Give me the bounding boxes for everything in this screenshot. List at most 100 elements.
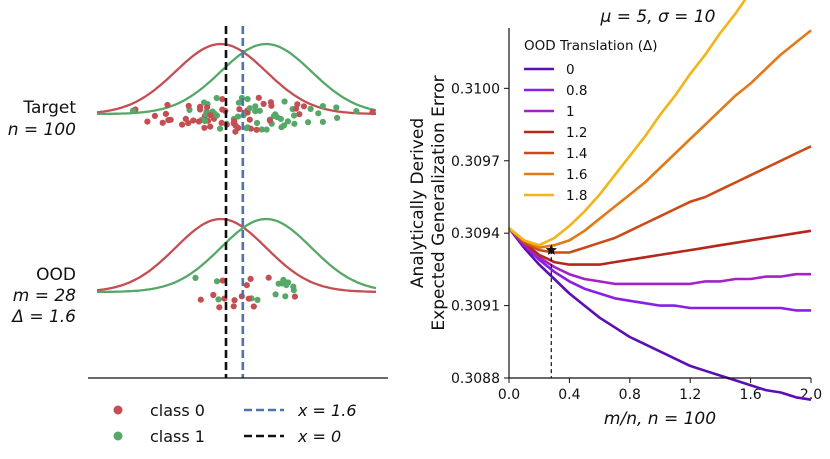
vertical-lines bbox=[224, 26, 245, 378]
data-point bbox=[333, 104, 340, 111]
data-point bbox=[296, 111, 303, 118]
data-point bbox=[247, 275, 254, 282]
data-point bbox=[305, 119, 312, 126]
data-point bbox=[246, 105, 253, 112]
data-point bbox=[210, 291, 217, 299]
data-point bbox=[216, 304, 223, 311]
ood-label-line1: OOD bbox=[36, 265, 76, 285]
left-panel: Target n = 100 OOD m = 28 Δ = 1.6 class … bbox=[8, 26, 388, 446]
data-point bbox=[246, 116, 253, 123]
data-point bbox=[334, 114, 341, 121]
data-point bbox=[319, 118, 326, 125]
y-tick-label: 0.3100 bbox=[451, 81, 500, 97]
data-point bbox=[253, 119, 261, 127]
data-point bbox=[243, 125, 250, 132]
data-point bbox=[190, 117, 197, 124]
data-point bbox=[291, 120, 298, 127]
data-point bbox=[258, 126, 265, 133]
data-point bbox=[182, 115, 189, 122]
data-point bbox=[162, 110, 169, 117]
x-tick-label: 0.8 bbox=[619, 387, 641, 403]
data-point bbox=[268, 102, 275, 109]
data-point bbox=[254, 296, 261, 303]
data-point bbox=[353, 108, 360, 115]
legend-label-0-8: 0.8 bbox=[566, 83, 587, 99]
data-point bbox=[213, 94, 220, 102]
density-curve-class0 bbox=[96, 217, 376, 293]
density-curve-class1 bbox=[97, 42, 377, 116]
data-point bbox=[252, 108, 259, 115]
data-point bbox=[213, 278, 221, 285]
data-point bbox=[234, 113, 242, 120]
data-point bbox=[315, 110, 322, 117]
y-tick-label: 0.3088 bbox=[451, 371, 500, 387]
series-line-1 bbox=[508, 227, 811, 286]
data-point bbox=[255, 94, 262, 101]
right-marker bbox=[545, 244, 557, 378]
target-density-curves bbox=[96, 42, 377, 116]
legend-label-1-8: 1.8 bbox=[566, 188, 587, 204]
data-point bbox=[179, 121, 186, 128]
data-point bbox=[266, 117, 273, 124]
legend-label-1-2: 1.2 bbox=[566, 125, 587, 141]
data-point bbox=[281, 98, 288, 105]
x-tick-label: 1.2 bbox=[679, 387, 701, 403]
data-point bbox=[236, 106, 243, 113]
data-point bbox=[273, 113, 281, 121]
target-label-line1: Target bbox=[22, 98, 76, 118]
data-point bbox=[201, 117, 208, 125]
data-point bbox=[284, 118, 291, 125]
series-line-1-4 bbox=[508, 145, 812, 254]
data-point bbox=[230, 120, 237, 127]
density-curve-class0 bbox=[96, 42, 376, 115]
series-line-1-6 bbox=[508, 29, 812, 249]
legend-class0-marker bbox=[113, 405, 123, 415]
data-point bbox=[280, 276, 287, 283]
data-point bbox=[244, 96, 251, 103]
data-point bbox=[265, 274, 272, 281]
legend-class1-label: class 1 bbox=[150, 427, 205, 446]
data-point bbox=[292, 105, 300, 112]
data-point bbox=[192, 274, 199, 281]
star-marker bbox=[545, 244, 557, 255]
data-point bbox=[185, 102, 192, 109]
data-point bbox=[207, 123, 214, 130]
data-point bbox=[219, 277, 226, 284]
right-xlabel: m/n, n = 100 bbox=[604, 409, 716, 429]
data-point bbox=[151, 112, 158, 119]
data-point bbox=[272, 291, 279, 298]
y-tick-label: 0.3094 bbox=[451, 226, 500, 242]
data-point bbox=[207, 112, 214, 119]
series-line-1-8 bbox=[508, 0, 747, 247]
data-point bbox=[215, 296, 222, 303]
right-chart-title: μ = 5, σ = 10 bbox=[600, 7, 716, 27]
y-tick-label: 0.3097 bbox=[451, 154, 500, 170]
data-point bbox=[291, 293, 298, 300]
data-point bbox=[201, 124, 208, 131]
data-point bbox=[230, 303, 237, 310]
data-point bbox=[164, 101, 171, 109]
legend-label-0: 0 bbox=[566, 62, 575, 78]
series-line-0 bbox=[507, 227, 812, 401]
data-point bbox=[197, 296, 204, 303]
left-legend: class 0 class 1 x = 1.6 x = 0 bbox=[113, 401, 357, 446]
data-point bbox=[167, 116, 174, 123]
data-point bbox=[130, 107, 137, 114]
data-point bbox=[252, 103, 259, 110]
ood-label-line3: Δ = 1.6 bbox=[10, 307, 76, 327]
data-point bbox=[300, 103, 307, 110]
right-legend-title: OOD Translation (Δ) bbox=[524, 38, 658, 54]
data-point bbox=[245, 295, 252, 302]
data-point bbox=[256, 107, 263, 114]
data-point bbox=[219, 96, 226, 103]
target-label-line2: n = 100 bbox=[8, 120, 76, 140]
series-line-1-2 bbox=[508, 227, 812, 266]
right-axis-ticks: 0.0 0.4 0.8 1.2 1.6 2.0 0.3088 0.3091 0.3094 0.30… bbox=[451, 81, 822, 403]
ood-density-curves bbox=[96, 217, 377, 294]
data-point bbox=[204, 104, 211, 111]
legend-class1-marker bbox=[113, 431, 123, 441]
legend-black-label: x = 0 bbox=[297, 427, 341, 446]
data-point bbox=[307, 105, 314, 112]
data-point bbox=[278, 124, 285, 131]
